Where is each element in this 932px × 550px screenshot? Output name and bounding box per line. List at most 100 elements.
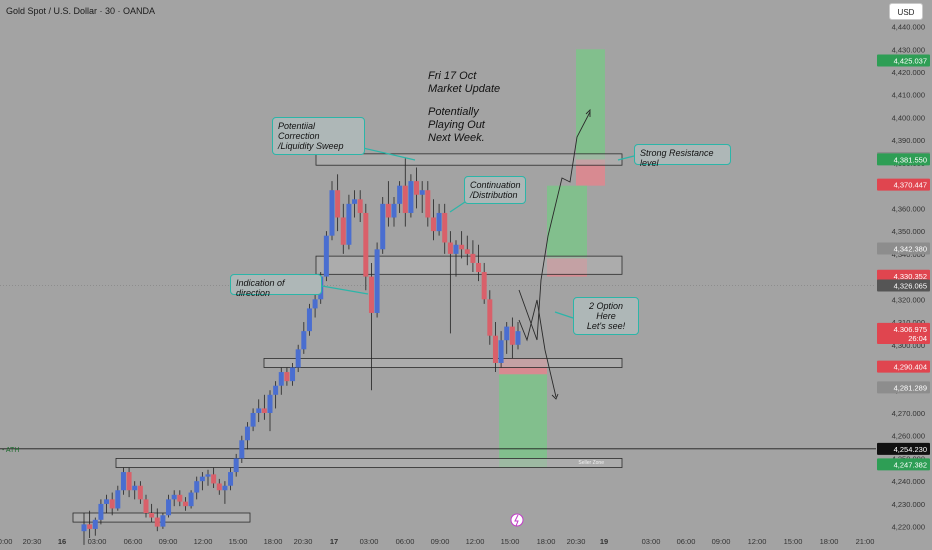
candle-body — [425, 190, 431, 218]
price-tag-label: 4,290.404 — [894, 363, 927, 372]
price-tag-label: 26:04 — [908, 334, 927, 343]
connector-resistance — [617, 155, 635, 161]
candle-body — [228, 472, 234, 486]
price-tag-label: 4,247.382 — [894, 460, 927, 469]
correction-callout[interactable]: Potentiial Correction /Liquidity Sweep — [272, 117, 365, 155]
candle-body — [98, 503, 104, 520]
candle-body — [340, 217, 346, 245]
callout-text: /Distribution — [470, 190, 518, 200]
y-tick-label: 4,220.000 — [892, 523, 925, 532]
candle-body — [385, 203, 391, 218]
direction-callout[interactable]: Indication of direction — [230, 274, 322, 298]
candle-body — [244, 426, 250, 441]
y-tick-label: 4,270.000 — [892, 409, 925, 418]
candle-body — [120, 472, 126, 491]
candle-body — [419, 190, 425, 195]
option-callout[interactable]: 2 Option Here Let's see! — [573, 297, 639, 335]
candle-body — [267, 394, 273, 413]
callout-text: /Liquidity Sweep — [278, 141, 344, 151]
zone-box — [315, 153, 623, 166]
resistance-callout[interactable]: Strong Resistance level — [634, 144, 731, 168]
candle-body — [188, 492, 194, 507]
x-tick-label: 20:30 — [567, 537, 586, 546]
candle-body — [436, 212, 442, 232]
candle-body — [216, 483, 222, 491]
candle-body — [199, 476, 205, 482]
x-tick-label: 09:00 — [431, 537, 450, 546]
candle-body — [160, 515, 166, 527]
y-tick-label: 4,310.000 — [892, 318, 925, 327]
price-tag — [877, 331, 930, 344]
price-tag-label: 4,306.975 — [894, 325, 927, 334]
candle-body — [498, 340, 504, 363]
candle-body — [492, 335, 498, 363]
candle-body — [487, 299, 493, 336]
candle-body — [459, 244, 465, 250]
candle-body — [464, 249, 470, 254]
target-zone-bottom — [499, 374, 547, 468]
headline-line: Market Update — [428, 83, 501, 95]
x-tick-label: 17 — [330, 537, 338, 546]
candle-body — [154, 517, 160, 527]
y-tick-label: 4,420.000 — [892, 68, 925, 77]
candle-body — [261, 408, 267, 413]
projected-path-down — [518, 299, 557, 398]
candle-body — [171, 494, 177, 500]
candle-body — [194, 481, 200, 493]
headline-line: Potentially — [428, 106, 479, 118]
candle-body — [335, 190, 341, 218]
x-tick-label: 15:00 — [784, 537, 803, 546]
callout-text: Continuation — [470, 180, 521, 190]
headline-line: Next Week. — [428, 132, 485, 144]
candle-body — [233, 458, 239, 473]
x-tick-label: 20:00 — [0, 537, 12, 546]
price-tag-label: 4,381.550 — [894, 155, 927, 164]
target-zone-mid — [547, 185, 587, 259]
continuation-callout[interactable]: Continuation /Distribution — [464, 176, 526, 204]
candle-body — [414, 181, 420, 195]
y-tick-label: 4,320.000 — [892, 295, 925, 304]
y-tick-label: 4,390.000 — [892, 136, 925, 145]
currency-button[interactable]: USD — [889, 3, 923, 20]
candle-body — [149, 512, 155, 518]
callout-text: Let's see! — [586, 321, 626, 331]
y-tick-label: 4,400.000 — [892, 113, 925, 122]
callout-text: Strong Resistance level — [640, 148, 714, 168]
candle-body — [380, 203, 386, 250]
headline-line: Fri 17 Oct — [428, 70, 477, 82]
candle-body — [352, 199, 358, 204]
price-tag-label: 4,425.037 — [894, 57, 927, 66]
candle-body — [515, 331, 521, 345]
candle-body — [476, 262, 482, 273]
candle-body — [137, 485, 143, 500]
connector-option — [554, 311, 574, 319]
candle-body — [323, 235, 329, 277]
price-tag — [877, 360, 930, 373]
x-tick-label: 06:00 — [396, 537, 415, 546]
price-tag — [877, 322, 930, 335]
price-tag-label: 4,254.230 — [894, 445, 927, 454]
x-tick-label: 15:00 — [501, 537, 520, 546]
headline-note: Fri 17 Oct Market Update Potentially Pla… — [428, 70, 500, 145]
candle-body — [239, 440, 245, 459]
price-tag — [877, 442, 930, 455]
price-tag-label: 4,326.065 — [894, 282, 927, 291]
x-tick-label: 12:00 — [194, 537, 213, 546]
arrowhead-up — [585, 108, 591, 117]
price-tag-label: 4,281.289 — [894, 383, 927, 392]
x-tick-label: 03:00 — [88, 537, 107, 546]
candle-body — [132, 485, 138, 491]
candle-body — [273, 385, 279, 395]
candle-body — [374, 249, 380, 313]
candle-body — [301, 331, 307, 350]
x-tick-label: 06:00 — [677, 537, 696, 546]
price-tag — [877, 269, 930, 282]
candle-body — [177, 494, 183, 502]
event-bolt-icon — [514, 514, 519, 527]
candle-body — [205, 474, 211, 477]
candle-body — [368, 276, 374, 313]
x-tick-label: 20:30 — [294, 537, 313, 546]
zone-box — [115, 458, 623, 468]
ath-label: - ATH — [2, 447, 19, 454]
